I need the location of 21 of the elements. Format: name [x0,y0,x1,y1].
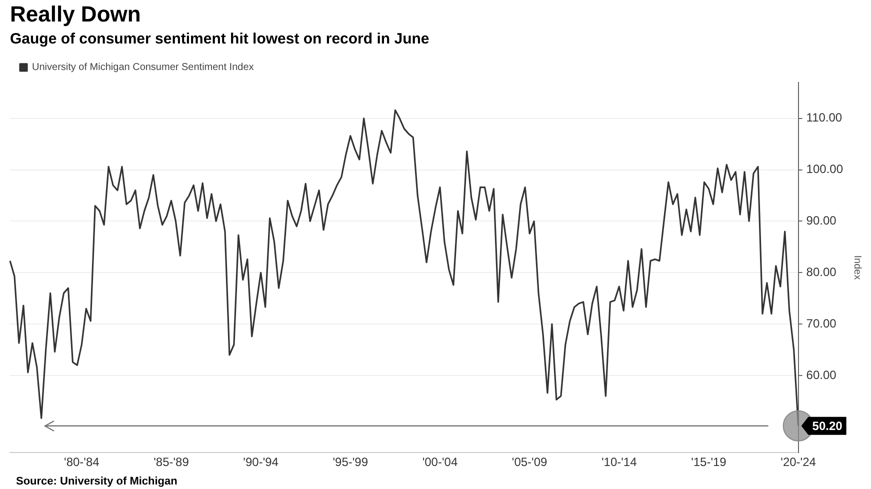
x-tick-label: '90-'94 [243,455,279,470]
x-tick-label: '10-'14 [602,455,638,470]
x-tick-label: '95-'99 [332,455,368,470]
legend-label: University of Michigan Consumer Sentiment Index [32,62,254,74]
y-tick-label: 60.00 [806,368,837,382]
source-note: Source: University of Michigan [16,476,178,488]
x-tick-label: '00-'04 [422,455,458,470]
x-tick-label: '85-'89 [154,455,190,470]
data-label: 50.20 [812,419,843,434]
y-tick-label: 70.00 [806,316,837,330]
y-axis-title: Index [851,255,862,280]
x-tick-label: '20-'24 [780,455,816,470]
chart-title: Really Down [10,1,141,26]
y-tick-label: 80.00 [806,264,837,279]
x-tick-label: '05-'09 [512,455,548,470]
y-tick-label: 110.00 [806,110,842,125]
y-tick-label: 90.00 [806,214,837,228]
chart-subtitle: Gauge of consumer sentiment hit lowest on record in June [10,30,430,48]
y-tick-label: 100.00 [806,162,844,176]
x-tick-label: '80-'84 [64,455,100,470]
x-tick-label: '15-'19 [691,455,727,470]
